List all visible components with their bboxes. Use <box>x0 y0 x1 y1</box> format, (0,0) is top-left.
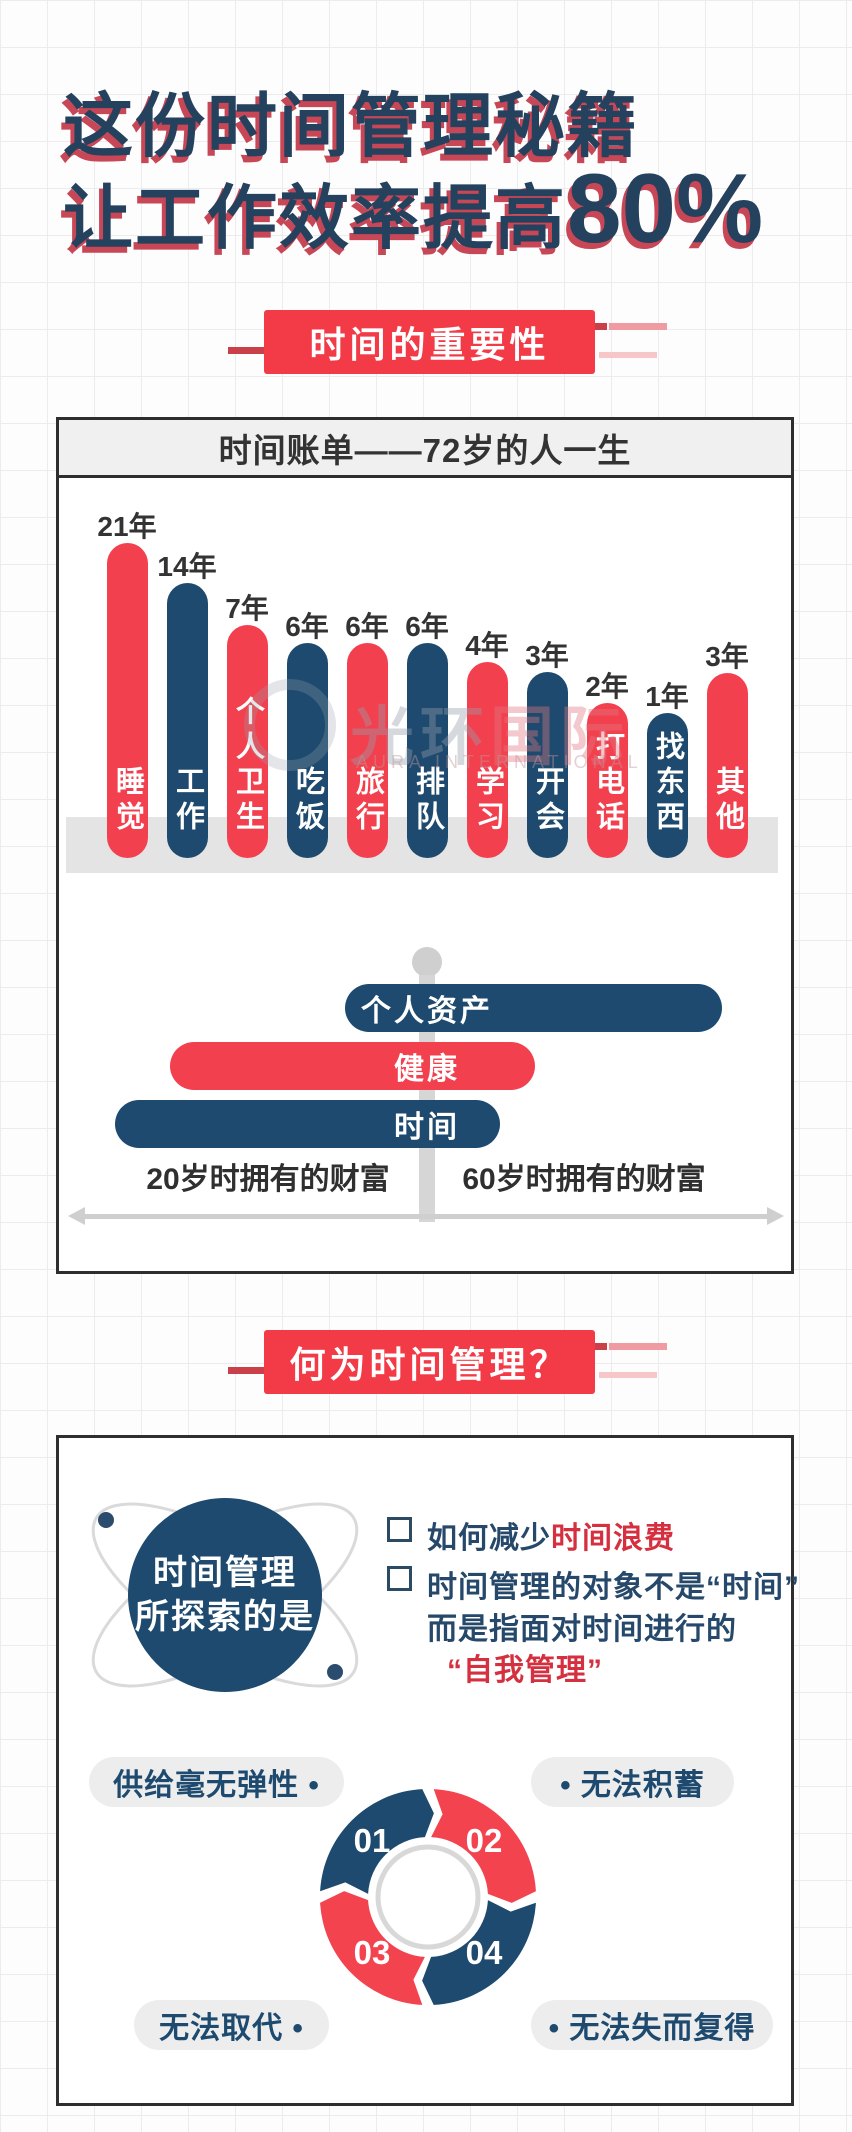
banner1-right-dash-pink-upper <box>609 323 667 330</box>
orbit-dot <box>98 1512 114 1528</box>
sign-time: 时间 <box>115 1100 500 1148</box>
chart-title: 时间账单——72岁的人一生 <box>56 417 794 478</box>
cycle-diagram <box>320 1789 536 2005</box>
cycle-number-03: 03 <box>353 1934 391 1971</box>
bullet-1: 如何减少时间浪费 <box>427 1513 675 1557</box>
main-title-line2-text: 让工作效率提高 <box>63 179 567 257</box>
checkbox-icon <box>387 1517 412 1542</box>
cycle-number-01: 01 <box>353 1822 391 1859</box>
signpost-pole <box>419 975 435 1222</box>
bullet-2-highlight: “自我管理” <box>447 1654 603 1687</box>
banner2-left-dash <box>228 1367 276 1374</box>
banner1-right-dash-dark <box>595 323 607 330</box>
section-banner-definition: 何为时间管理？ <box>264 1330 595 1394</box>
arrow-right-icon <box>767 1207 784 1225</box>
label-cannot-save: • 无法积蓄 <box>531 1757 734 1807</box>
banner2-right-dash-dark <box>595 1343 607 1350</box>
arrow-left-icon <box>68 1207 85 1225</box>
banner2-right-dash-pink-upper <box>609 1343 667 1350</box>
checkbox-icon <box>387 1566 412 1591</box>
time-management-circle: 时间管理 所探索的是 <box>128 1498 322 1692</box>
banner1-right-dash-pink-lower <box>599 352 657 358</box>
bullet1-text: 如何减少 <box>427 1522 551 1555</box>
sign-health: 健康 <box>170 1042 535 1090</box>
bullet-2-line2: 而是指面对时间进行的 <box>427 1613 737 1646</box>
bullet1-highlight: 时间浪费 <box>551 1522 675 1555</box>
sign-personal-assets: 个人资产 <box>345 984 722 1032</box>
circle-text-line2: 所探索的是 <box>135 1598 315 1636</box>
main-title-percentage: 80% <box>567 153 764 263</box>
label-cannot-replace: 无法取代 • <box>134 2000 329 2050</box>
cycle-number-04: 04 <box>465 1934 503 1971</box>
wealth-at-60-label: 60岁时拥有的财富 <box>462 1163 706 1196</box>
orbit-dot <box>327 1664 343 1680</box>
main-title-line1: 这份时间管理秘籍 <box>63 87 639 165</box>
wealth-at-20-label: 20岁时拥有的财富 <box>146 1163 390 1196</box>
label-no-elasticity: 供给毫无弹性 • <box>89 1757 344 1807</box>
banner1-left-dash <box>228 347 276 354</box>
sign-label: 个人资产 <box>361 995 493 1028</box>
sign-label: 时间 <box>394 1111 460 1144</box>
main-title-line2: 让工作效率提高80% <box>63 152 763 265</box>
bullet-2-line1: 时间管理的对象不是“时间” <box>427 1571 800 1604</box>
banner2-right-dash-pink-lower <box>599 1372 657 1378</box>
label-cannot-regain: • 无法失而复得 <box>531 2000 773 2050</box>
circle-text-line1: 时间管理 <box>153 1554 297 1592</box>
signpost-knob <box>412 947 442 977</box>
ground-strip <box>66 817 778 873</box>
timeline-axis <box>84 1214 768 1219</box>
cycle-number-02: 02 <box>465 1822 503 1859</box>
section-banner-importance: 时间的重要性 <box>264 310 595 374</box>
sign-label: 健康 <box>394 1053 460 1086</box>
